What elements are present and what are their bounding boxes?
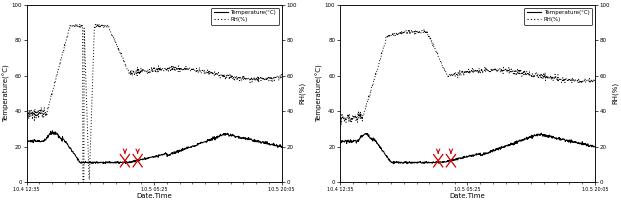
X-axis label: Date.Time: Date.Time (450, 193, 486, 199)
Y-axis label: RH(%): RH(%) (612, 82, 619, 104)
Legend: Temperature(°C), RH(%): Temperature(°C), RH(%) (211, 7, 279, 25)
Y-axis label: Temperature(°C): Temperature(°C) (2, 64, 10, 122)
Y-axis label: RH(%): RH(%) (299, 82, 305, 104)
Legend: Temperature(°C), RH(%): Temperature(°C), RH(%) (524, 7, 592, 25)
Y-axis label: Temperature(°C): Temperature(°C) (316, 64, 324, 122)
X-axis label: Date.Time: Date.Time (137, 193, 172, 199)
